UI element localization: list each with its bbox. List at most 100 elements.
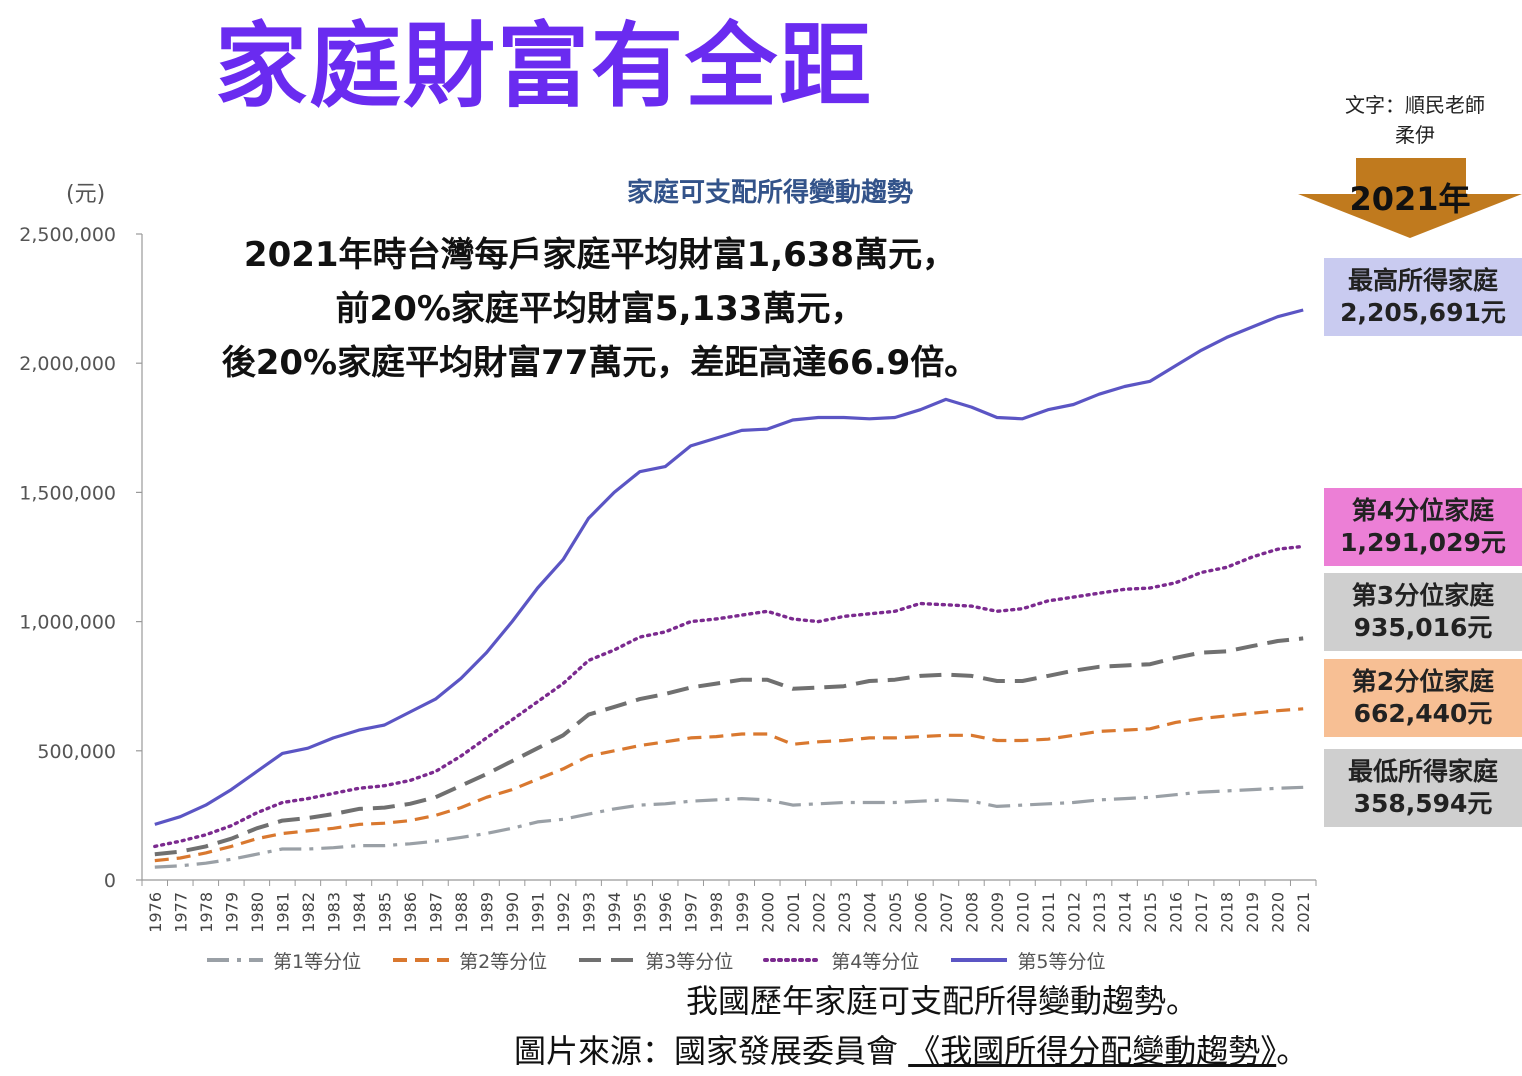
legend-swatch [393, 958, 450, 962]
callout-title: 第3分位家庭 [1351, 581, 1495, 610]
author-credit: 文字：順民老師 柔伊 [1300, 90, 1522, 150]
y-tick-label: 0 [104, 870, 116, 892]
y-tick-label: 500,000 [37, 741, 116, 763]
legend-swatch [207, 958, 263, 962]
x-tick-label: 2007 [937, 892, 956, 933]
source-suffix: 。 [1276, 1032, 1309, 1070]
x-tick-label: 2003 [835, 892, 854, 933]
callout-title: 第4分位家庭 [1351, 496, 1495, 525]
callout-value: 935,016元 [1353, 613, 1493, 642]
x-tick-label: 1978 [197, 892, 216, 933]
x-tick-label: 1997 [682, 892, 701, 933]
x-tick-label: 1980 [248, 892, 267, 933]
figure-caption: 我國歷年家庭可支配所得變動趨勢。 [686, 982, 1199, 1020]
callout-quintile-3: 第3分位家庭 935,016元 [1324, 573, 1522, 651]
x-tick-label: 1988 [452, 892, 471, 933]
callout-title: 最低所得家庭 [1347, 757, 1498, 786]
x-tick-label: 2013 [1090, 892, 1109, 933]
series-line [154, 785, 1304, 869]
x-tick-label: 1998 [707, 892, 726, 933]
year-marker-label: 2021年 [1349, 180, 1471, 218]
x-tick-label: 1981 [273, 892, 292, 933]
callout-value: 1,291,029元 [1340, 528, 1506, 557]
callout-value: 662,440元 [1353, 699, 1493, 728]
x-tick-label: 1982 [299, 892, 318, 933]
x-tick-label: 2002 [809, 892, 828, 933]
x-tick-label: 2005 [886, 892, 905, 933]
annotation-line-2: 前20%家庭平均財富5,133萬元， [335, 289, 865, 329]
callout-title: 最高所得家庭 [1347, 266, 1498, 295]
annotation-line-1: 2021年時台灣每戶家庭平均財富1,638萬元， [243, 235, 957, 275]
down-arrow-icon [1298, 158, 1522, 238]
x-tick-label: 1985 [375, 892, 394, 933]
callout-value: 2,205,691元 [1340, 298, 1506, 327]
x-tick-label: 2018 [1218, 892, 1237, 933]
x-tick-label: 2017 [1192, 892, 1211, 933]
callout-top-income: 最高所得家庭 2,205,691元 [1324, 258, 1522, 336]
chart-legend: 第1等分位 第2等分位 第3等分位 第4等分位 第5等分位 [205, 947, 1105, 973]
legend-item: 第1等分位 [205, 947, 361, 974]
x-tick-label: 1995 [631, 892, 650, 933]
callout-quintile-2: 第2分位家庭 662,440元 [1324, 659, 1522, 737]
y-tick-label: 1,000,000 [19, 612, 116, 634]
x-tick-label: 2019 [1243, 892, 1262, 933]
image-source: 圖片來源：國家發展委員會 《我國所得分配變動趨勢》。 [514, 1026, 1308, 1072]
x-tick-label: 2021 [1294, 892, 1313, 933]
x-tick-label: 1983 [324, 892, 343, 933]
legend-swatch [763, 958, 824, 962]
legend-label: 第5等分位 [1017, 950, 1106, 973]
annotation-line-3: 後20%家庭平均財富77萬元，差距高達66.9倍。 [221, 343, 979, 383]
x-tick-label: 1990 [503, 892, 522, 933]
x-tick-label: 1986 [401, 892, 420, 933]
source-prefix: 圖片來源：國家發展委員會 [514, 1032, 909, 1070]
source-link[interactable]: 《我國所得分配變動趨勢》 [908, 1032, 1277, 1070]
x-tick-label: 1994 [605, 892, 624, 933]
x-tick-label: 2015 [1141, 892, 1160, 933]
legend-item: 第5等分位 [949, 947, 1105, 974]
x-tick-label: 2012 [1065, 892, 1084, 933]
x-tick-label: 1999 [733, 892, 752, 933]
callout-lowest-income: 最低所得家庭 358,594元 [1324, 749, 1522, 827]
callout-value: 358,594元 [1353, 789, 1493, 818]
x-tick-label: 2001 [784, 892, 803, 933]
x-tick-label: 1977 [171, 892, 190, 933]
credit-line-1: 文字：順民老師 [1345, 93, 1485, 117]
legend-item: 第3等分位 [577, 947, 733, 974]
x-tick-label: 2020 [1269, 892, 1288, 933]
callout-title: 第2分位家庭 [1351, 667, 1495, 696]
series-line [154, 636, 1304, 857]
credit-line-2: 柔伊 [1395, 123, 1435, 147]
legend-label: 第4等分位 [831, 950, 920, 973]
y-tick-label: 2,000,000 [19, 353, 116, 375]
series-line [154, 707, 1304, 863]
x-tick-label: 2011 [1039, 892, 1058, 933]
x-tick-label: 1992 [554, 892, 573, 933]
x-tick-label: 1979 [222, 892, 241, 933]
x-tick-label: 1976 [146, 892, 165, 933]
y-tick-label: 2,500,000 [19, 224, 116, 246]
x-tick-label: 1987 [427, 892, 446, 933]
x-tick-label: 2010 [1014, 892, 1033, 933]
x-tick-label: 2014 [1116, 892, 1135, 933]
annotation-text: 2021年時台灣每戶家庭平均財富1,638萬元， 前20%家庭平均財富5,133… [150, 228, 1050, 390]
year-marker: 2021年 [1298, 158, 1522, 238]
legend-swatch [579, 958, 636, 962]
x-tick-label: 2000 [758, 892, 777, 933]
legend-label: 第1等分位 [273, 950, 362, 973]
x-tick-label: 2009 [988, 892, 1007, 933]
x-tick-label: 1996 [656, 892, 675, 933]
series-line [153, 544, 1305, 849]
legend-item: 第4等分位 [763, 947, 919, 974]
x-tick-label: 2016 [1167, 892, 1186, 933]
legend-label: 第3等分位 [645, 950, 734, 973]
headline: 家庭財富有全距 [215, 13, 874, 120]
x-tick-label: 2008 [962, 892, 981, 933]
legend-swatch [951, 958, 1008, 962]
x-tick-label: 1984 [350, 892, 369, 933]
chart-title: 家庭可支配所得變動趨勢 [626, 178, 913, 208]
legend-label: 第2等分位 [459, 950, 548, 973]
x-tick-label: 1991 [529, 892, 548, 933]
legend-item: 第2等分位 [391, 947, 547, 974]
x-tick-label: 2004 [860, 892, 879, 933]
